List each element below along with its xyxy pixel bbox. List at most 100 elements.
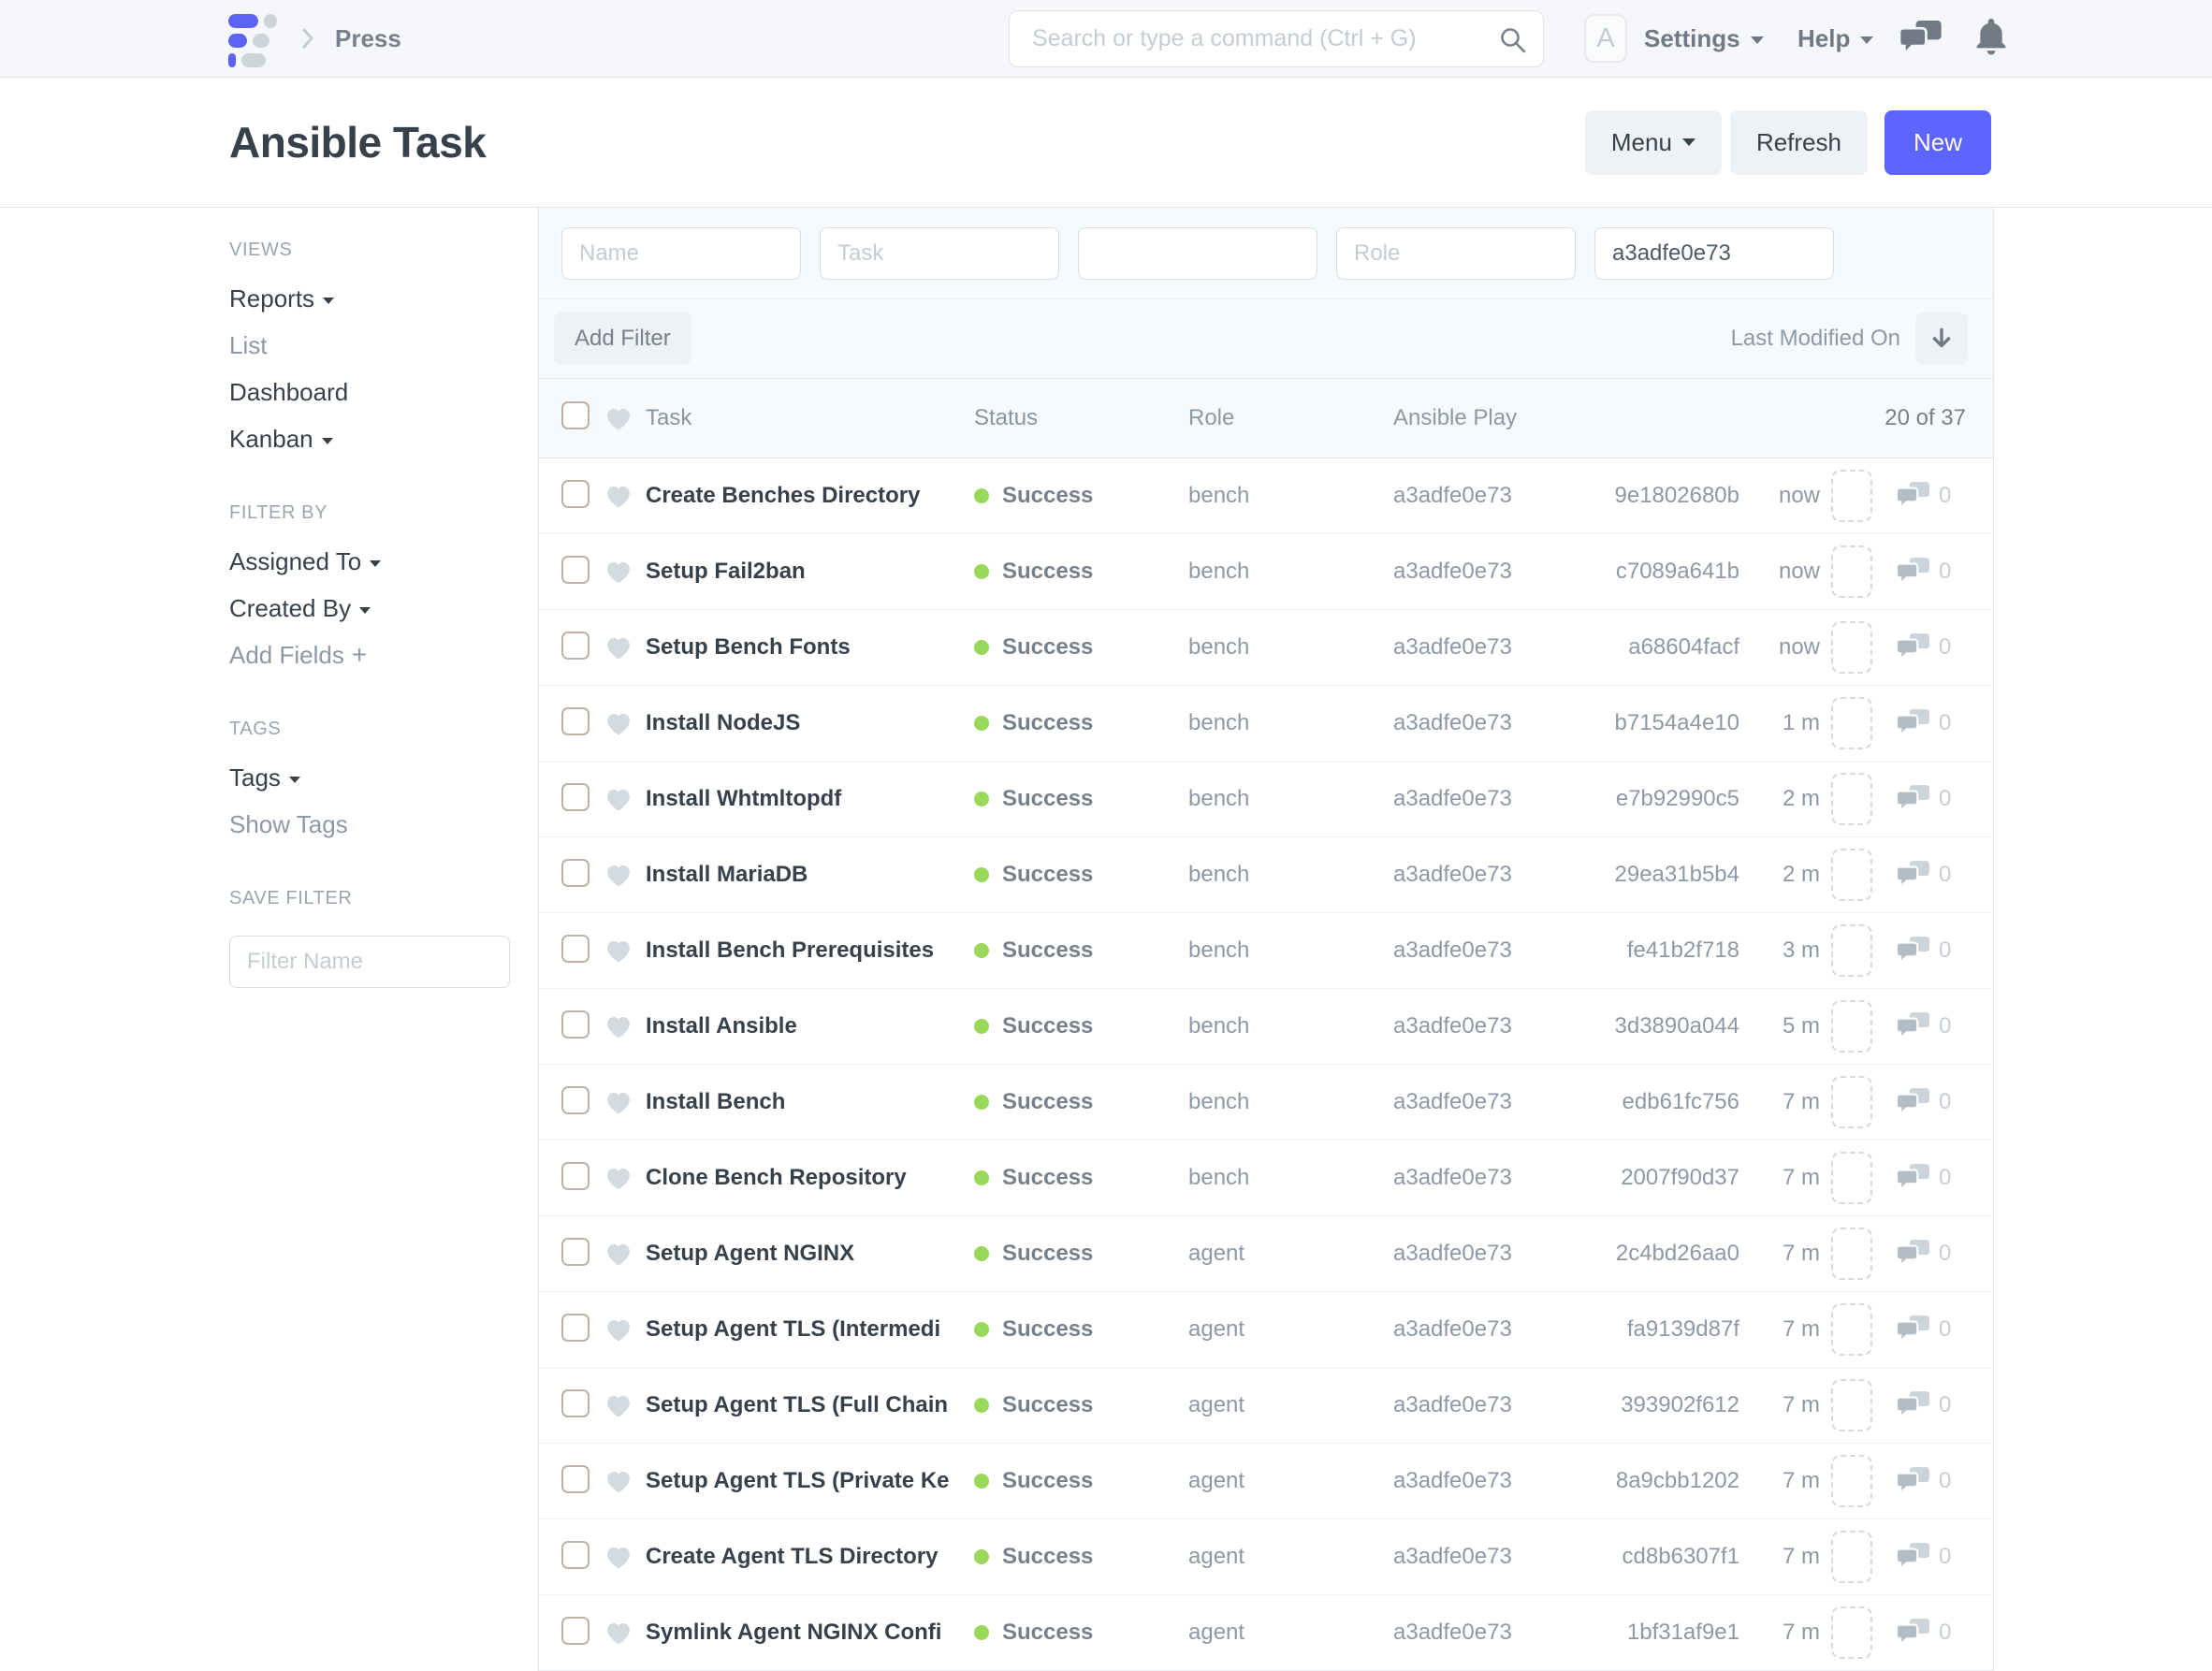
row-checkbox[interactable]: [561, 1237, 589, 1266]
row-checkbox[interactable]: [561, 479, 589, 508]
row-checkbox[interactable]: [561, 706, 589, 735]
task-name[interactable]: Install NodeJS: [646, 710, 801, 735]
heart-icon[interactable]: [604, 634, 633, 661]
comment-group[interactable]: 0: [1895, 557, 1951, 587]
sidebar-item-assigned-to[interactable]: Assigned To: [229, 548, 501, 574]
filter-input-name[interactable]: [561, 226, 801, 280]
filter-input-role[interactable]: [1336, 226, 1576, 280]
table-row[interactable]: Setup Agent TLS (Intermedi Success agent…: [539, 1292, 1993, 1368]
comment-group[interactable]: 0: [1895, 784, 1951, 814]
heart-icon[interactable]: [604, 1316, 633, 1343]
column-ansible-play[interactable]: Ansible Play: [1393, 405, 1518, 430]
bell-icon[interactable]: [1972, 17, 2010, 63]
task-name[interactable]: Setup Fail2ban: [646, 559, 806, 584]
row-checkbox[interactable]: [561, 1464, 589, 1493]
assign-box[interactable]: [1831, 1379, 1872, 1431]
sort-direction-button[interactable]: [1915, 312, 1968, 365]
table-row[interactable]: Setup Agent TLS (Private Ke Success agen…: [539, 1444, 1993, 1519]
task-name[interactable]: Install MariaDB: [646, 862, 808, 887]
task-name[interactable]: Symlink Agent NGINX Confi: [646, 1620, 942, 1645]
sort-field-label[interactable]: Last Modified On: [1730, 326, 1900, 351]
task-name[interactable]: Setup Bench Fonts: [646, 634, 851, 660]
table-row[interactable]: Install Whtmltopdf Success bench a3adfe0…: [539, 762, 1993, 837]
comment-group[interactable]: 0: [1895, 632, 1951, 662]
filter-input-field-5[interactable]: [1594, 226, 1834, 280]
breadcrumb[interactable]: Press: [335, 24, 401, 52]
task-name[interactable]: Setup Agent TLS (Full Chain: [646, 1392, 949, 1417]
comment-group[interactable]: 0: [1895, 860, 1951, 890]
row-checkbox[interactable]: [561, 555, 589, 584]
heart-icon[interactable]: [604, 1392, 633, 1418]
heart-icon[interactable]: [604, 483, 633, 509]
assign-box[interactable]: [1831, 545, 1872, 598]
assign-box[interactable]: [1831, 1455, 1872, 1507]
comment-group[interactable]: 0: [1895, 1163, 1951, 1193]
sidebar-item-dashboard[interactable]: Dashboard: [229, 379, 501, 405]
heart-icon[interactable]: [604, 1468, 633, 1494]
row-checkbox[interactable]: [561, 858, 589, 887]
column-role[interactable]: Role: [1188, 405, 1235, 430]
table-row[interactable]: Setup Bench Fonts Success bench a3adfe0e…: [539, 610, 1993, 686]
heart-icon[interactable]: [604, 1165, 633, 1191]
assign-box[interactable]: [1831, 470, 1872, 522]
comment-group[interactable]: 0: [1895, 1239, 1951, 1269]
help-menu[interactable]: Help: [1797, 24, 1874, 53]
assign-box[interactable]: [1831, 849, 1872, 901]
table-row[interactable]: Install NodeJS Success bench a3adfe0e73 …: [539, 686, 1993, 762]
assign-box[interactable]: [1831, 1303, 1872, 1356]
task-name[interactable]: Install Bench Prerequisites: [646, 937, 935, 963]
assign-box[interactable]: [1831, 697, 1872, 749]
add-filter-button[interactable]: Add Filter: [554, 312, 691, 365]
row-checkbox[interactable]: [561, 934, 589, 963]
assign-box[interactable]: [1831, 621, 1872, 674]
heart-icon[interactable]: [604, 1241, 633, 1267]
comment-group[interactable]: 0: [1895, 708, 1951, 738]
task-name[interactable]: Clone Bench Repository: [646, 1165, 907, 1190]
assign-box[interactable]: [1831, 1228, 1872, 1280]
table-row[interactable]: Create Agent TLS Directory Success agent…: [539, 1519, 1993, 1595]
task-name[interactable]: Install Whtmltopdf: [646, 786, 842, 811]
row-checkbox[interactable]: [561, 631, 589, 660]
row-checkbox[interactable]: [561, 1540, 589, 1569]
sidebar-item-kanban[interactable]: Kanban: [229, 426, 501, 452]
select-all-checkbox[interactable]: [561, 400, 589, 429]
heart-icon[interactable]: [604, 559, 633, 585]
assign-box[interactable]: [1831, 773, 1872, 825]
task-name[interactable]: Setup Agent TLS (Intermedi: [646, 1316, 941, 1342]
list-count[interactable]: 20 of 37: [1885, 405, 1966, 430]
row-checkbox[interactable]: [561, 782, 589, 811]
comment-group[interactable]: 0: [1895, 1618, 1951, 1648]
search-input[interactable]: [1010, 11, 1543, 66]
assign-box[interactable]: [1831, 1606, 1872, 1659]
settings-menu[interactable]: Settings: [1644, 24, 1764, 53]
heart-icon[interactable]: [604, 1089, 633, 1115]
comment-group[interactable]: 0: [1895, 1315, 1951, 1344]
filter-input-field-3[interactable]: [1078, 226, 1317, 280]
frappe-logo-icon[interactable]: [228, 14, 277, 67]
row-checkbox[interactable]: [561, 1616, 589, 1645]
chat-icon[interactable]: [1898, 19, 1943, 63]
sidebar-item-add-fields[interactable]: Add Fields +: [229, 642, 501, 669]
comment-group[interactable]: 0: [1895, 1087, 1951, 1117]
sidebar-item-tags[interactable]: Tags: [229, 764, 501, 791]
table-row[interactable]: Clone Bench Repository Success bench a3a…: [539, 1141, 1993, 1216]
comment-group[interactable]: 0: [1895, 481, 1951, 511]
assign-box[interactable]: [1831, 1000, 1872, 1053]
menu-button[interactable]: Menu: [1584, 109, 1722, 175]
row-checkbox[interactable]: [561, 1085, 589, 1114]
column-status[interactable]: Status: [974, 405, 1039, 430]
comment-group[interactable]: 0: [1895, 1466, 1951, 1496]
filter-name-input[interactable]: [229, 936, 510, 988]
sidebar-item-reports[interactable]: Reports: [229, 285, 501, 312]
heart-icon[interactable]: [604, 937, 633, 964]
assign-box[interactable]: [1831, 924, 1872, 977]
task-name[interactable]: Install Ansible: [646, 1013, 797, 1039]
heart-icon[interactable]: [604, 786, 633, 812]
avatar[interactable]: A: [1584, 14, 1627, 63]
table-row[interactable]: Setup Agent TLS (Full Chain Success agen…: [539, 1368, 1993, 1444]
sidebar-item-show-tags[interactable]: Show Tags: [229, 811, 501, 837]
comment-group[interactable]: 0: [1895, 936, 1951, 966]
sidebar-item-created-by[interactable]: Created By: [229, 595, 501, 621]
comment-group[interactable]: 0: [1895, 1542, 1951, 1572]
row-checkbox[interactable]: [561, 1388, 589, 1417]
